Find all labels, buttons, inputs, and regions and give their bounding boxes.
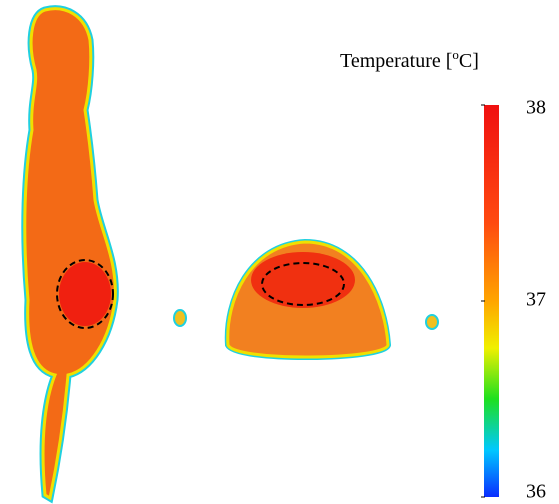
tick-label: 38: [526, 97, 546, 119]
tick-label: 37: [526, 289, 546, 311]
title-text: Temperature [: [340, 50, 452, 72]
figure: Temperature [oC] 36 37 38: [0, 0, 559, 504]
body-transverse: [174, 242, 438, 357]
title-text: C]: [459, 50, 479, 72]
body-sagittal: [25, 9, 116, 498]
colorbar: [484, 105, 499, 497]
tick-label: 36: [526, 481, 546, 503]
colorbar-title: Temperature [oC]: [340, 47, 479, 72]
